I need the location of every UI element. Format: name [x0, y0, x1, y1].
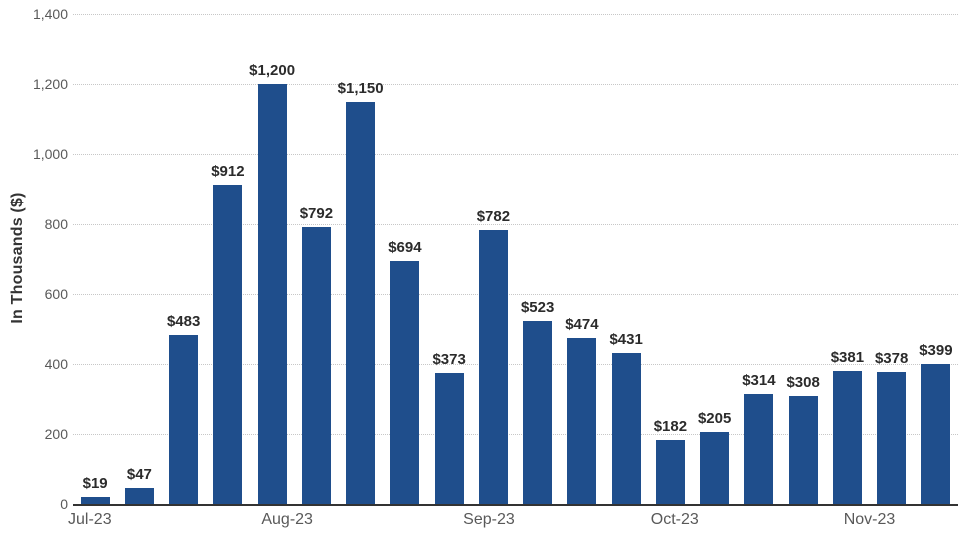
bar	[567, 338, 597, 504]
bar	[478, 230, 508, 504]
bar	[213, 184, 243, 504]
bar-value-label: $182	[653, 418, 688, 436]
bar	[877, 371, 907, 504]
y-tick-label: 1,000	[32, 146, 68, 162]
bar-value-label: $381	[830, 348, 865, 366]
x-axis: Jul-23 Aug-23 Sep-23 Oct-23 Nov-23	[68, 511, 958, 535]
bar	[301, 226, 331, 504]
bar-value-label: $474	[565, 316, 599, 334]
bar-value-label: $399	[919, 342, 953, 360]
bar-value-label: $1,200	[249, 62, 296, 79]
bar	[788, 396, 818, 504]
y-tick-label: 0	[60, 496, 68, 512]
plot-area: $19 $47 $483 $912 $1,200 $792 $1,150 $694 $373 $7…	[73, 14, 958, 506]
bar	[257, 84, 287, 504]
bar	[832, 370, 862, 504]
x-axis-line	[73, 504, 958, 506]
bar	[744, 394, 774, 504]
bar-value-label: $912	[211, 162, 245, 180]
bar	[80, 497, 110, 504]
y-tick-label: 1,400	[32, 6, 68, 22]
gridline	[73, 154, 958, 155]
bar-value-label: $694	[388, 239, 422, 257]
bar	[124, 487, 154, 504]
bar	[611, 353, 641, 504]
gridline	[73, 224, 958, 225]
bar-value-label: $19	[82, 475, 108, 493]
bar	[655, 440, 685, 504]
x-axis-label: Oct-23	[650, 511, 699, 528]
bar-value-label: $378	[874, 349, 909, 367]
bar-value-label: $431	[609, 331, 643, 349]
y-tick-label: 600	[44, 286, 68, 302]
bar	[169, 334, 199, 504]
y-axis: 0 200 400 600 800 1,000 1,200 1,400	[0, 0, 68, 540]
y-tick-label: 400	[44, 356, 68, 372]
gridline	[73, 434, 958, 435]
bar-value-label: $314	[742, 372, 776, 390]
bar-value-label: $1,150	[337, 79, 384, 97]
y-tick-label: 200	[44, 426, 68, 442]
gridline	[73, 364, 958, 365]
bar	[434, 373, 464, 504]
bar-value-label: $47	[126, 465, 152, 483]
y-tick-label: 800	[44, 216, 68, 232]
bar-value-label: $308	[786, 374, 820, 392]
bar	[390, 261, 420, 504]
bar	[523, 320, 553, 504]
bar	[921, 364, 951, 504]
x-axis-label: Aug-23	[261, 511, 313, 528]
bar	[346, 101, 376, 504]
gridline	[73, 294, 958, 295]
bar-value-label: $792	[299, 204, 334, 222]
gridline	[73, 14, 958, 15]
bar-value-label: $205	[697, 410, 732, 428]
bar-value-label: $483	[166, 312, 201, 330]
x-axis-label: Sep-23	[463, 511, 515, 528]
gridline	[73, 84, 958, 85]
y-tick-label: 1,200	[32, 76, 68, 92]
bar-value-label: $373	[432, 351, 466, 369]
x-axis-label: Nov-23	[843, 511, 896, 528]
bar-value-label: $523	[520, 298, 555, 316]
x-axis-label: Jul-23	[68, 511, 112, 528]
bar	[700, 432, 730, 504]
bar-value-label: $782	[476, 208, 511, 226]
